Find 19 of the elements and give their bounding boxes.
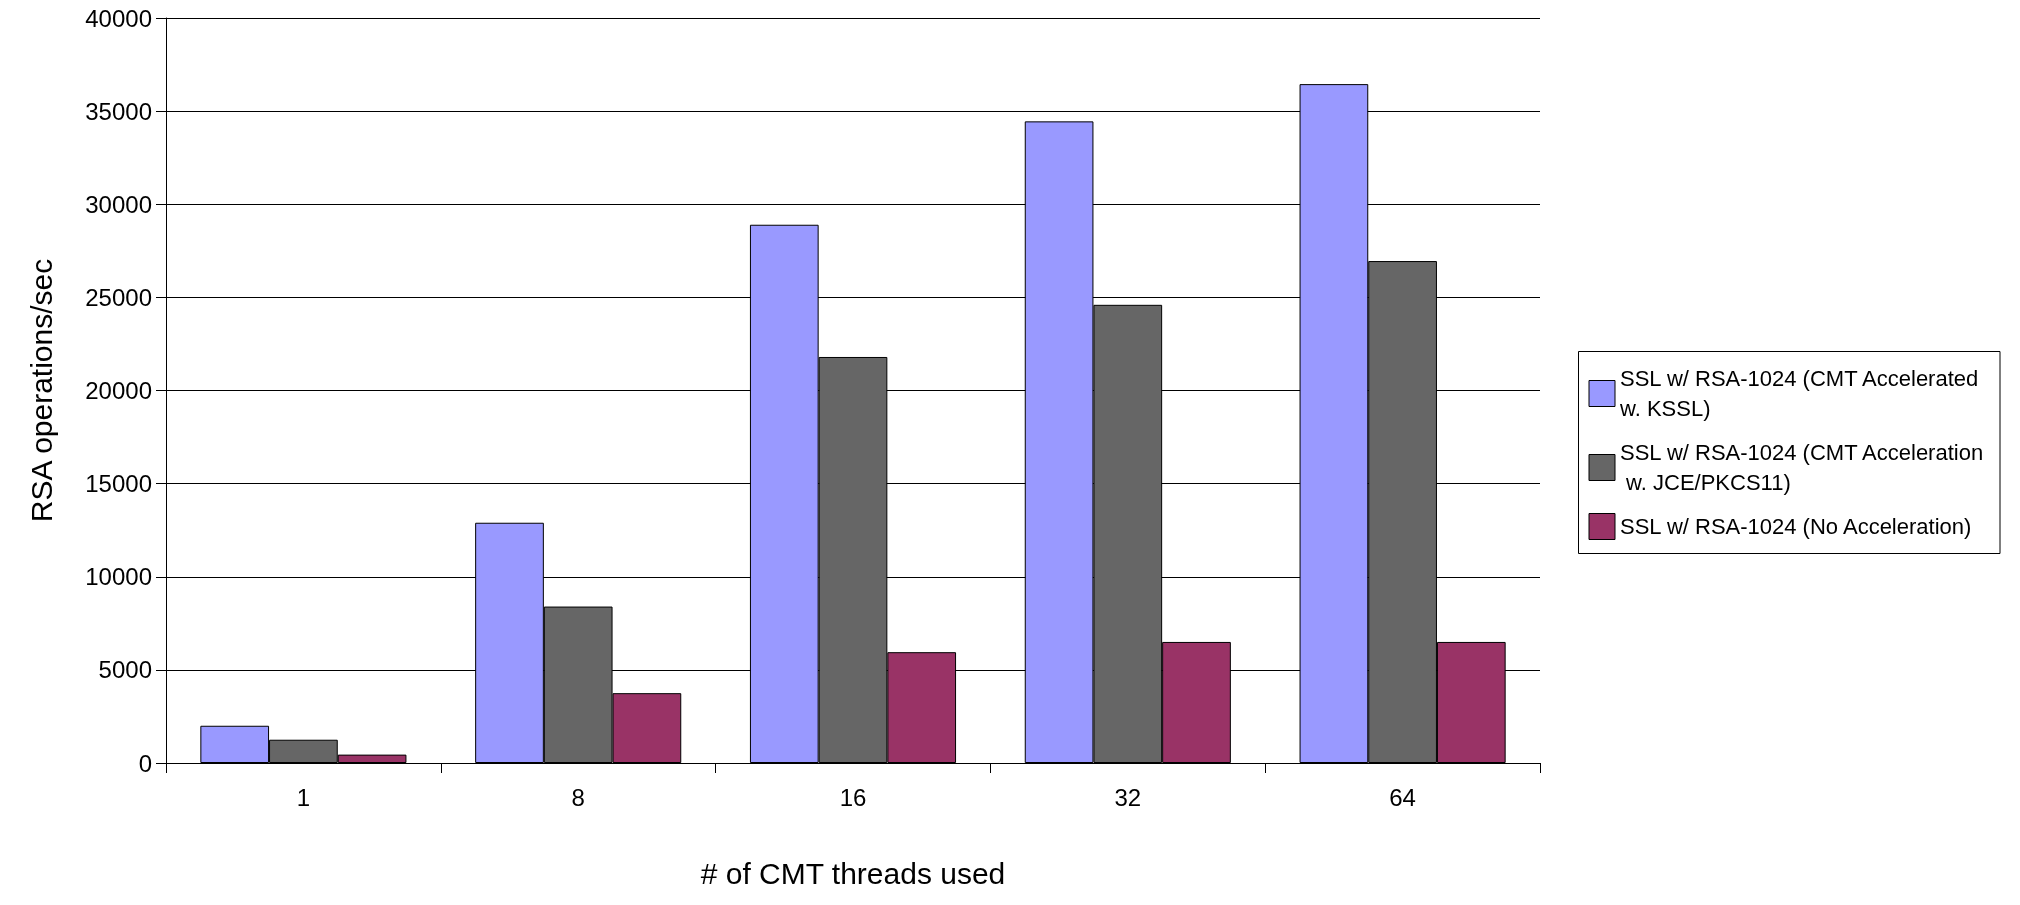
y-tick-label: 0 xyxy=(138,749,152,777)
y-tick-label: 40000 xyxy=(85,4,152,32)
x-axis-title: # of CMT threads used xyxy=(700,856,1006,890)
x-tick-label: 1 xyxy=(296,783,311,811)
y-tick-label: 10000 xyxy=(85,563,152,591)
x-tick-label: 64 xyxy=(1389,783,1416,811)
x-tick-label: 16 xyxy=(839,783,867,811)
x-tick-label: 32 xyxy=(1114,783,1142,811)
y-axis-title: RSA operations/sec xyxy=(24,258,58,523)
y-tick-label: 30000 xyxy=(85,190,152,218)
y-tick-label: 35000 xyxy=(85,97,152,125)
legend-label: SSL w/ RSA-1024 (CMT Accelerated w. KSSL) xyxy=(1619,366,1985,421)
y-tick-label: 20000 xyxy=(85,377,152,404)
y-tick-label: 15000 xyxy=(85,470,152,498)
legend-label: SSL w/ RSA-1024 (CMT Acceleration w. JCE/PKCS11) xyxy=(1620,440,1984,495)
x-tick-label: 8 xyxy=(571,783,585,811)
y-tick-label: 5000 xyxy=(98,656,152,684)
legend-label: SSL w/ RSA-1024 (No Acceleration) xyxy=(1620,514,1972,539)
y-tick-label: 25000 xyxy=(85,283,152,311)
